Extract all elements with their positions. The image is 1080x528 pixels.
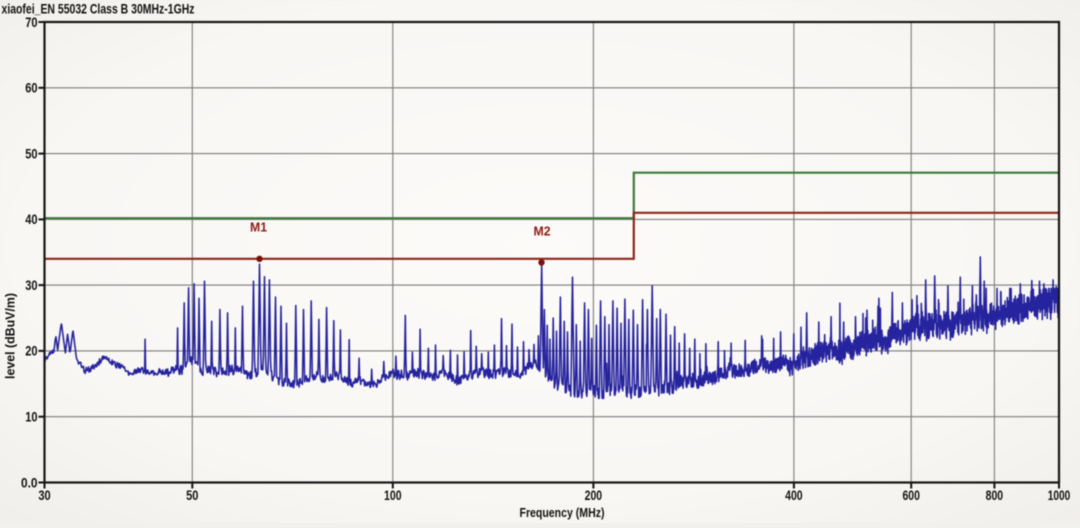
svg-text:30: 30 bbox=[25, 278, 37, 293]
svg-text:M1: M1 bbox=[250, 220, 267, 235]
svg-text:Frequency (MHz): Frequency (MHz) bbox=[520, 506, 605, 520]
svg-text:20: 20 bbox=[25, 344, 37, 359]
svg-text:400: 400 bbox=[785, 488, 803, 503]
svg-text:10: 10 bbox=[25, 410, 37, 425]
svg-text:30: 30 bbox=[38, 488, 50, 503]
svg-text:600: 600 bbox=[902, 488, 920, 503]
svg-text:50: 50 bbox=[25, 146, 37, 161]
svg-text:50: 50 bbox=[186, 488, 198, 503]
svg-text:xiaofei_EN 55032 Class B 30MHz: xiaofei_EN 55032 Class B 30MHz-1GHz bbox=[2, 1, 195, 16]
svg-text:60: 60 bbox=[25, 81, 37, 96]
svg-text:800: 800 bbox=[986, 488, 1004, 503]
svg-text:200: 200 bbox=[585, 488, 603, 503]
svg-text:70: 70 bbox=[25, 15, 37, 30]
svg-text:100: 100 bbox=[384, 488, 402, 503]
svg-text:0.0: 0.0 bbox=[21, 475, 38, 490]
svg-text:M2: M2 bbox=[534, 224, 551, 239]
svg-text:1000: 1000 bbox=[1048, 488, 1071, 503]
svg-text:level (dBuV/m): level (dBuV/m) bbox=[4, 293, 18, 379]
svg-text:40: 40 bbox=[25, 212, 37, 227]
